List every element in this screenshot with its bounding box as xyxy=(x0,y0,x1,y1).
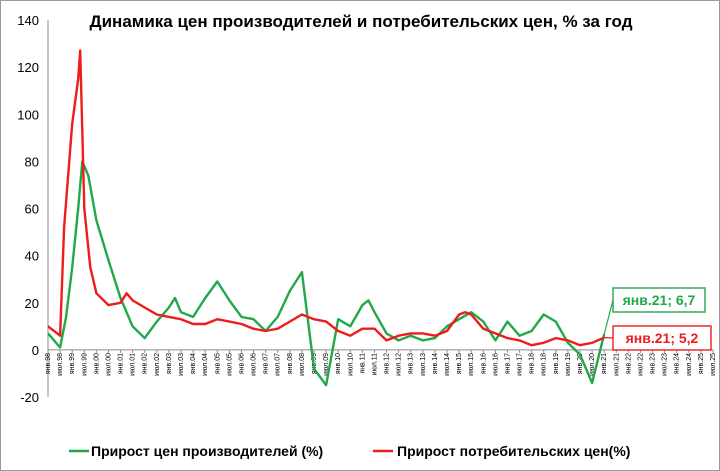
x-tick-label: янв.08 xyxy=(287,353,294,374)
x-tick-label: июл.24 xyxy=(686,353,693,376)
x-tick-label: янв.18 xyxy=(529,353,536,374)
callout-leader xyxy=(603,299,614,335)
y-tick-label: 20 xyxy=(25,296,39,311)
x-tick-label: июл.18 xyxy=(541,353,548,376)
callouts: янв.21; 6,7 янв.21; 5,2 xyxy=(603,287,712,351)
x-tick-label: июл.02 xyxy=(154,353,161,376)
x-tick-label: июл.01 xyxy=(130,353,137,376)
x-tick-label: янв.98 xyxy=(45,353,52,374)
x-tick-label: июл.10 xyxy=(347,353,354,376)
callout-box xyxy=(612,325,712,351)
x-tick-label: июл.17 xyxy=(517,353,524,376)
x-tick-label: янв.16 xyxy=(480,353,487,374)
x-tick-label: июл.09 xyxy=(323,353,330,376)
y-tick-label: 40 xyxy=(25,249,39,264)
x-tick-label: июл.08 xyxy=(299,353,306,376)
x-tick-label: янв.00 xyxy=(93,353,100,374)
x-tick-label: июл.20 xyxy=(589,353,596,376)
x-tick-label: янв.24 xyxy=(674,353,681,374)
x-tick-label: янв.04 xyxy=(190,353,197,374)
x-tick-label: июл.12 xyxy=(396,353,403,376)
x-tick-label: янв.03 xyxy=(166,353,173,374)
x-tick-label: янв.12 xyxy=(384,353,391,374)
x-tick-label: июл.14 xyxy=(444,353,451,376)
x-tick-label: июл.05 xyxy=(226,353,233,376)
y-tick-label: 80 xyxy=(25,154,39,169)
x-tick-label: июл.06 xyxy=(251,353,258,376)
x-tick-label: июл.21 xyxy=(613,353,620,376)
series-lines xyxy=(47,49,606,387)
x-tick-label: июл.99 xyxy=(81,353,88,376)
x-tick-label: янв.06 xyxy=(238,353,245,374)
x-tick-label: янв.99 xyxy=(69,353,76,374)
x-tick-label: янв.21 xyxy=(601,353,608,374)
y-tick-label: 100 xyxy=(17,107,39,122)
callout-label: янв.21; 6,7 xyxy=(623,292,696,308)
legend-label: Прирост потребительских цен(%) xyxy=(397,443,630,459)
x-axis: янв.98 июл.98 янв.99 июл.99 янв.00 июл.00 янв.… xyxy=(45,349,717,376)
x-tick-label: июл.13 xyxy=(420,353,427,376)
x-tick-label: июл.19 xyxy=(565,353,572,376)
chart-title: Динамика цен производителей и потребител… xyxy=(89,12,632,31)
x-tick-label: янв.19 xyxy=(553,353,560,374)
x-tick-label: янв.02 xyxy=(142,353,149,374)
x-tick-label: июл.03 xyxy=(178,353,185,376)
y-tick-label: 140 xyxy=(17,13,39,28)
x-tick-label: июл.22 xyxy=(637,353,644,376)
x-tick-label: янв.10 xyxy=(335,353,342,374)
x-tick-label: янв.07 xyxy=(263,353,270,374)
x-tick-label: янв.15 xyxy=(456,353,463,374)
x-tick-label: янв.01 xyxy=(118,353,125,374)
x-tick-label: июл.23 xyxy=(662,353,669,376)
x-tick-label: янв.22 xyxy=(625,353,632,374)
x-tick-label: июл.07 xyxy=(275,353,282,376)
x-tick-label: июл.15 xyxy=(468,353,475,376)
x-tick-label: июл.11 xyxy=(371,353,378,375)
y-tick-label: 120 xyxy=(17,60,39,75)
callout-box xyxy=(612,287,706,313)
x-tick-label: июл.04 xyxy=(202,353,209,376)
y-tick-label: -20 xyxy=(20,390,39,405)
x-tick-label: июл.98 xyxy=(57,353,64,376)
x-tick-label: янв.25 xyxy=(698,353,705,374)
x-tick-label: янв.20 xyxy=(577,353,584,374)
x-tick-label: янв.05 xyxy=(214,353,221,374)
callout-label: янв.21; 5,2 xyxy=(626,330,699,346)
series-line-1 xyxy=(47,160,606,387)
y-tick-label: 60 xyxy=(25,202,39,217)
legend-label: Прирост цен производителей (%) xyxy=(91,443,323,459)
x-tick-label: янв.17 xyxy=(504,353,511,374)
x-tick-label: янв.23 xyxy=(650,353,657,374)
legend: Прирост цен производителей (%) Прирост по… xyxy=(69,443,630,459)
y-tick-label: 0 xyxy=(32,343,39,358)
x-tick-label: янв.13 xyxy=(408,353,415,374)
x-tick-label: июл.25 xyxy=(710,353,717,376)
x-tick-label: янв.11 xyxy=(359,353,366,374)
x-tick-label: июл.00 xyxy=(105,353,112,376)
series-line-2 xyxy=(47,49,605,347)
y-axis: -20 0 20 40 60 80 100 120 140 xyxy=(17,13,39,405)
x-tick-label: июл.16 xyxy=(492,353,499,376)
x-tick-label: янв.14 xyxy=(432,353,439,374)
